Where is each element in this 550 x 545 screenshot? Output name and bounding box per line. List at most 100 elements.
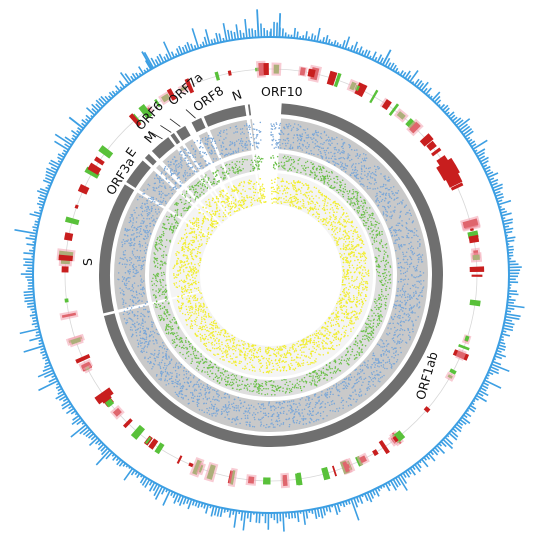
histogram-bar [111,90,117,96]
green-scatter-track-point [375,234,377,236]
blue-scatter-track-point [133,238,135,241]
blue-scatter-track-point [319,414,322,417]
blue-scatter-track-point [201,164,203,167]
green-scatter-track-point [305,382,308,384]
histogram-bar [23,252,34,255]
blue-scatter-track-point [262,405,265,407]
blue-scatter-track-point [387,188,390,191]
green-scatter-track-point [159,305,161,308]
blue-scatter-track-point [147,311,149,314]
green-scatter-track-point [371,212,373,215]
blue-scatter-track-point [144,356,146,358]
blue-scatter-track-point [378,374,380,376]
blue-scatter-track-point [401,301,403,304]
green-scatter-track-point [155,296,158,298]
green-scatter-track-point [355,198,358,200]
blue-scatter-track-point [298,138,300,141]
green-scatter-track-point [170,225,172,227]
blue-scatter-track-point [121,243,124,246]
blue-scatter-track-point [146,244,149,246]
blue-scatter-track-point [365,365,368,368]
green-scatter-track-point [234,163,236,165]
green-scatter-track-point [353,358,356,360]
blue-scatter-track-point [162,345,165,347]
blue-scatter-track-point [292,419,295,422]
yellow-scatter-track-point [276,362,279,364]
histogram-bar [502,330,507,333]
blue-scatter-track-point [128,242,130,244]
yellow-scatter-track-point [209,327,211,330]
yellow-scatter-track-point [335,217,337,220]
blue-scatter-track-point [117,272,120,274]
blue-scatter-track-point [347,382,350,385]
green-scatter-track-point [296,382,298,385]
blue-scatter-track-point [356,373,359,376]
green-scatter-track-point [354,343,357,346]
histogram-bar [35,333,41,337]
green-scatter-track-point [382,259,385,262]
blue-scatter-track-point [164,173,167,176]
blue-scatter-track-point [409,287,412,290]
blue-scatter-track-point [184,154,187,157]
green-scatter-track-point [165,295,167,298]
blue-scatter-track-point [380,173,382,175]
yellow-scatter-track-point [346,313,348,316]
blue-scatter-track-point [157,178,160,180]
blue-scatter-track-point [329,390,332,393]
blue-scatter-track-point [121,263,124,265]
blue-scatter-track-point [159,177,161,180]
green-scatter-track-point [193,355,196,357]
blue-scatter-track-point [179,180,182,183]
green-scatter-track-point [246,158,248,161]
blue-scatter-track-point [144,308,147,311]
blue-scatter-track-point [129,263,131,266]
blue-scatter-track-point [296,406,299,408]
green-scatter-track-point [323,179,325,181]
blue-scatter-track-point [176,174,179,176]
blue-scatter-track-point [393,352,395,354]
green-scatter-track-point [173,227,175,230]
mutation-bar-highlight [144,104,154,114]
green-scatter-track-point [318,374,320,377]
green-scatter-track-point [154,253,156,256]
green-scatter-track-point [320,370,322,372]
blue-scatter-track-point [217,409,219,412]
green-scatter-track-point [235,375,238,377]
green-scatter-track-point [162,302,164,305]
green-scatter-track-point [264,380,267,383]
blue-scatter-track-point [395,224,398,227]
green-scatter-track-point [380,260,382,263]
blue-scatter-track-point [376,192,378,195]
blue-scatter-track-point [244,142,247,145]
blue-scatter-track-point [417,275,420,278]
green-scatter-track-point [318,168,321,171]
blue-scatter-track-point [185,373,188,375]
blue-scatter-track-point [160,372,162,375]
green-scatter-track-point [261,385,264,388]
blue-scatter-track-point [320,152,322,155]
blue-scatter-track-point [343,150,345,153]
blue-scatter-track-point [261,417,263,419]
green-scatter-track-point [372,329,375,332]
green-scatter-track-point [319,167,322,170]
green-scatter-track-point [389,274,392,276]
blue-scatter-track-point [396,300,399,302]
green-scatter-track-point [190,342,192,345]
blue-scatter-track-point [142,237,145,240]
green-scatter-track-point [371,315,373,317]
green-scatter-track-point [371,231,373,233]
blue-scatter-track-point [145,332,147,335]
blue-scatter-track-point [370,365,372,368]
green-scatter-track-point [374,298,376,300]
blue-scatter-track-point [403,244,405,246]
green-scatter-track-point [302,381,305,383]
histogram-bar [316,508,321,518]
blue-scatter-track-point [382,354,385,356]
blue-scatter-track-point [133,282,136,284]
blue-scatter-track-point [285,144,287,147]
blue-scatter-track-point [379,186,382,188]
green-scatter-track-point [177,202,179,205]
histogram-bar [232,509,235,515]
blue-scatter-track-point [123,306,125,308]
histogram-bar [333,504,339,516]
